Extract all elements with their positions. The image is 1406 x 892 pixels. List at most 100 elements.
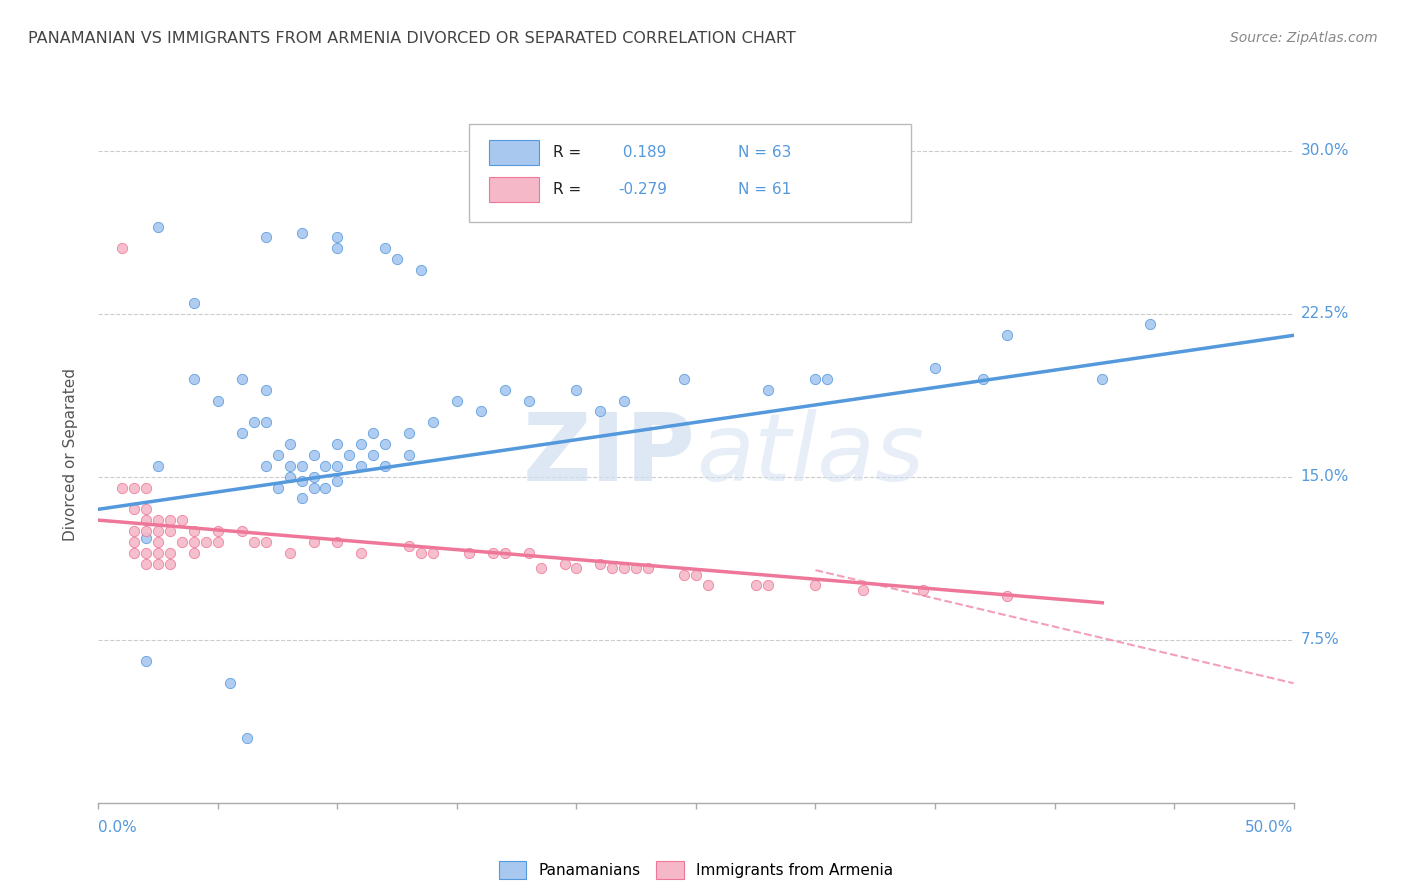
Point (756, 383, 779, 397)
Point (315, 481, 337, 495)
Point (243, 535, 266, 549)
Point (385, 252, 409, 267)
Point (411, 546, 433, 560)
Point (565, 383, 588, 397)
Point (995, 328, 1018, 343)
Point (207, 535, 229, 549)
Point (278, 546, 301, 560)
Point (411, 263, 433, 277)
Point (815, 372, 838, 386)
Point (374, 437, 396, 451)
Point (124, 535, 146, 549)
Point (254, 458, 277, 473)
Point (254, 415, 277, 429)
Point (159, 557, 181, 571)
Point (589, 404, 612, 418)
Point (183, 295, 205, 310)
Point (302, 469, 325, 483)
Point (183, 524, 205, 538)
FancyBboxPatch shape (470, 124, 911, 222)
Point (290, 474, 312, 488)
Point (494, 546, 516, 560)
Point (183, 535, 205, 549)
Point (350, 437, 373, 451)
Point (207, 524, 229, 538)
Point (183, 372, 205, 386)
Point (207, 393, 229, 408)
Point (148, 513, 170, 527)
Text: N = 63: N = 63 (738, 145, 792, 160)
Point (254, 383, 277, 397)
Point (673, 567, 696, 582)
Text: atlas: atlas (696, 409, 924, 500)
Point (422, 415, 444, 429)
Point (315, 458, 337, 473)
Point (135, 557, 157, 571)
Point (685, 567, 707, 582)
Point (613, 561, 636, 575)
Point (267, 448, 290, 462)
Point (219, 676, 242, 690)
Point (135, 546, 157, 560)
Point (337, 448, 360, 462)
Point (458, 546, 481, 560)
Text: 0.0%: 0.0% (98, 821, 138, 835)
Text: -0.279: -0.279 (619, 182, 668, 196)
Point (470, 404, 492, 418)
Point (745, 578, 768, 592)
Point (326, 458, 349, 473)
Point (1091, 372, 1114, 386)
Text: Source: ZipAtlas.com: Source: ZipAtlas.com (1230, 31, 1378, 45)
Point (637, 561, 659, 575)
Point (135, 502, 157, 516)
Text: ZIP: ZIP (523, 409, 696, 501)
Point (374, 458, 396, 473)
Point (804, 578, 827, 592)
Text: 30.0%: 30.0% (1301, 143, 1348, 158)
Point (278, 458, 301, 473)
Point (326, 437, 349, 451)
Point (159, 513, 181, 527)
Text: 50.0%: 50.0% (1246, 821, 1294, 835)
Point (517, 546, 540, 560)
Text: 7.5%: 7.5% (1301, 632, 1340, 648)
Point (1139, 318, 1161, 332)
Point (135, 513, 157, 527)
Point (589, 557, 612, 571)
Point (350, 458, 373, 473)
Point (231, 426, 253, 441)
Point (172, 535, 194, 549)
Point (804, 372, 827, 386)
Point (148, 219, 170, 234)
Point (326, 535, 349, 549)
Point (290, 226, 312, 240)
Point (302, 448, 325, 462)
Point (148, 535, 170, 549)
Point (697, 578, 720, 592)
Point (756, 578, 779, 592)
Point (481, 546, 505, 560)
Point (148, 546, 170, 560)
Y-axis label: Divorced or Separated: Divorced or Separated (63, 368, 77, 541)
Bar (489, 177, 540, 202)
Point (124, 502, 146, 516)
Point (326, 241, 349, 255)
Point (148, 557, 170, 571)
Point (111, 481, 134, 495)
Point (159, 524, 181, 538)
Point (374, 241, 396, 255)
Point (363, 448, 385, 462)
Text: 15.0%: 15.0% (1301, 469, 1348, 484)
Bar (489, 140, 540, 165)
Point (172, 513, 194, 527)
Point (231, 372, 253, 386)
Point (290, 491, 312, 506)
Point (111, 241, 134, 255)
Point (254, 230, 277, 244)
Point (159, 546, 181, 560)
Point (278, 437, 301, 451)
Point (231, 524, 253, 538)
Text: R =: R = (553, 182, 586, 196)
Point (924, 360, 946, 375)
Point (363, 426, 385, 441)
